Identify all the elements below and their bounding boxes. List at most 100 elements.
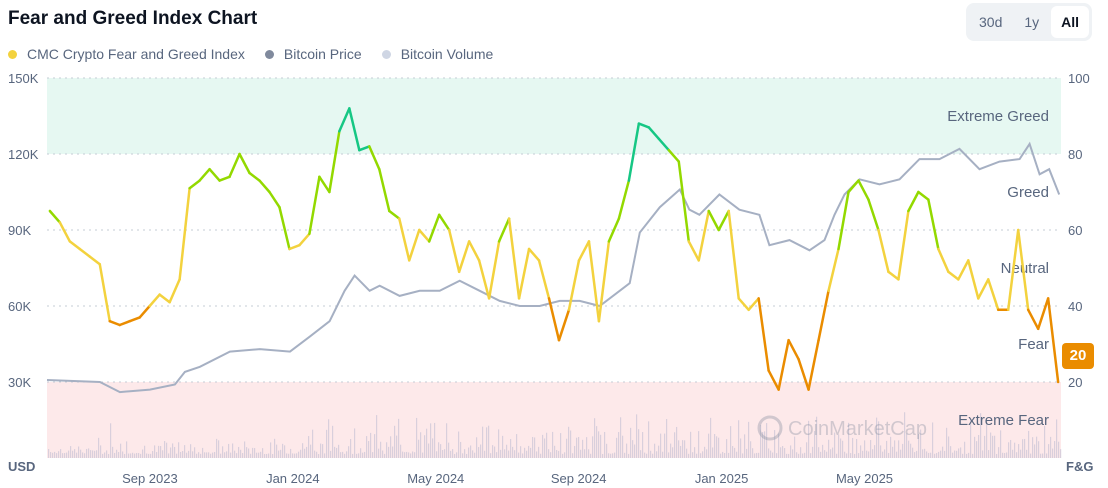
fear-greed-segment: [607, 217, 621, 243]
fear-greed-segment: [937, 247, 950, 274]
right-axis-tick: 40: [1068, 299, 1082, 314]
volume-bar: [292, 453, 294, 458]
volume-bar: [394, 425, 396, 458]
legend-item-fear-greed[interactable]: CMC Crypto Fear and Greed Index: [8, 46, 245, 62]
volume-bar: [246, 447, 248, 458]
volume-bar: [570, 430, 572, 458]
fear-greed-segment: [717, 209, 730, 232]
volume-bar: [1038, 441, 1040, 458]
volume-bar: [54, 451, 56, 458]
legend-item-bitcoin-volume[interactable]: Bitcoin Volume: [381, 46, 493, 62]
volume-bar: [158, 445, 160, 458]
volume-bar: [604, 431, 606, 458]
volume-bar: [454, 453, 456, 458]
volume-bar: [468, 447, 470, 458]
volume-bar: [328, 419, 330, 458]
coinmarketcap-watermark: CoinMarketCap: [757, 415, 927, 441]
volume-bar: [518, 452, 520, 458]
volume-bar: [258, 452, 260, 458]
x-axis-tick: Sep 2023: [122, 471, 178, 486]
volume-bar: [588, 449, 590, 458]
volume-bar: [208, 452, 210, 458]
volume-bar: [410, 453, 412, 458]
fear-greed-segment: [118, 319, 131, 327]
volume-bar: [60, 449, 62, 458]
volume-bar: [380, 441, 382, 458]
fear-greed-segment: [447, 228, 461, 274]
volume-bar: [778, 433, 780, 458]
current-value-badge: 20: [1062, 343, 1094, 369]
volume-bar: [1004, 453, 1006, 458]
right-axis-unit: F&G: [1066, 459, 1093, 474]
volume-bar: [512, 446, 514, 458]
volume-bar: [596, 426, 598, 458]
volume-bar: [156, 452, 158, 458]
volume-bar: [104, 452, 106, 458]
volume-bar: [316, 451, 318, 458]
volume-bar: [390, 436, 392, 458]
volume-bar: [732, 446, 734, 458]
volume-bar: [300, 449, 302, 458]
volume-bar: [628, 453, 630, 458]
fear-greed-segment: [887, 270, 900, 281]
volume-bar: [994, 435, 996, 458]
volume-bar: [314, 450, 316, 458]
left-axis-tick: 30K: [8, 375, 31, 390]
volume-bar: [600, 434, 602, 458]
volume-bar: [476, 437, 478, 458]
volume-bar: [374, 434, 376, 458]
volume-bar: [838, 434, 840, 458]
volume-bar: [398, 418, 400, 458]
volume-bar: [72, 450, 74, 458]
volume-bar: [636, 414, 638, 458]
range-30d-button[interactable]: 30d: [979, 14, 1003, 30]
volume-bar: [978, 435, 980, 458]
volume-bar: [366, 436, 368, 458]
volume-bar: [318, 453, 320, 458]
volume-bar: [1006, 452, 1008, 458]
volume-bar: [172, 443, 174, 458]
volume-bar: [140, 453, 142, 458]
volume-bar: [960, 447, 962, 458]
fear-greed-segment: [467, 240, 481, 262]
volume-bar: [860, 445, 862, 458]
volume-bar: [502, 435, 504, 458]
volume-bar: [360, 448, 362, 458]
fear-greed-segment: [507, 217, 521, 300]
volume-bar: [824, 450, 826, 458]
volume-bar: [192, 451, 194, 458]
volume-bar: [144, 445, 146, 458]
fear-greed-segment: [308, 175, 321, 236]
volume-bar: [422, 452, 424, 458]
volume-bar: [94, 450, 96, 458]
fear-greed-segment: [797, 357, 810, 391]
fear-greed-segment: [1036, 297, 1050, 331]
volume-bar: [886, 440, 888, 458]
volume-bar: [878, 421, 880, 458]
volume-bar: [242, 453, 244, 458]
fear-greed-segment: [667, 148, 681, 163]
range-1y-button[interactable]: 1y: [1024, 14, 1040, 30]
volume-bar: [52, 452, 54, 458]
fear-greed-segment: [178, 186, 191, 281]
x-axis-tick: May 2025: [836, 471, 893, 486]
volume-bar: [272, 453, 274, 458]
volume-bar: [456, 452, 458, 458]
volume-bar: [620, 417, 622, 458]
volume-bar: [420, 432, 422, 458]
volume-bar: [870, 440, 872, 458]
volume-bar: [992, 435, 994, 458]
range-all-button[interactable]: All: [1051, 6, 1090, 38]
fear-greed-segment: [727, 209, 740, 300]
volume-bar: [880, 445, 882, 458]
volume-bar: [68, 450, 70, 458]
legend-item-bitcoin-price[interactable]: Bitcoin Price: [264, 46, 362, 62]
volume-bar: [1048, 444, 1050, 458]
legend-label: Bitcoin Price: [283, 46, 362, 62]
volume-bar: [630, 427, 632, 458]
volume-bar: [724, 452, 726, 458]
volume-bar: [194, 447, 196, 458]
volume-bar: [274, 438, 276, 458]
volume-bar: [890, 436, 892, 458]
